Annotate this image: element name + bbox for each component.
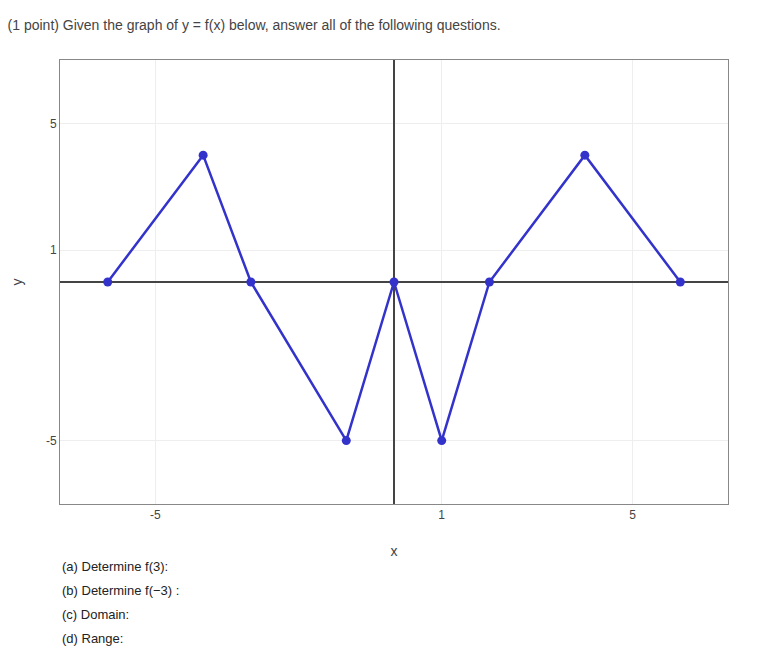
svg-text:1: 1 <box>438 508 445 522</box>
svg-text:(b) Determine f(−3) :: (b) Determine f(−3) : <box>62 583 179 598</box>
svg-text:5: 5 <box>629 508 636 522</box>
svg-text:x: x <box>391 543 398 559</box>
svg-text:y: y <box>9 279 25 286</box>
svg-text:-5: -5 <box>150 508 161 522</box>
svg-text:-5: -5 <box>46 434 57 448</box>
svg-text:5: 5 <box>50 117 57 131</box>
svg-text:(1 point) Given the graph of y: (1 point) Given the graph of y = f(x) be… <box>8 17 501 33</box>
svg-text:1: 1 <box>50 243 57 257</box>
svg-text:(d) Range:: (d) Range: <box>62 631 123 646</box>
svg-text:(a) Determine f(3):: (a) Determine f(3): <box>62 559 168 574</box>
svg-text:(c) Domain:: (c) Domain: <box>62 607 129 622</box>
